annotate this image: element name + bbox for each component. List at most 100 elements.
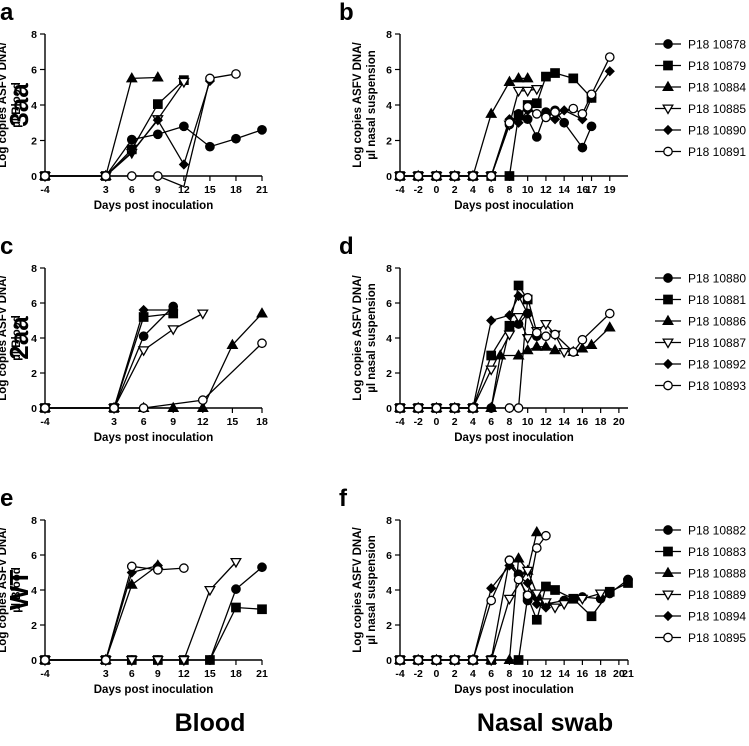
marker-circle-open [109, 403, 119, 413]
marker-triangle-down [530, 589, 543, 600]
series-p18-10880 [40, 301, 179, 413]
series-line [400, 582, 629, 661]
marker-square [513, 280, 524, 291]
panel-letter-d: d [339, 233, 354, 260]
marker-circle [663, 39, 673, 49]
marker-triangle [662, 80, 674, 92]
marker-triangle [256, 307, 268, 318]
y-axis-label-line: µl Blood [11, 82, 23, 128]
series-line [400, 283, 529, 409]
series-p18-10886 [39, 307, 268, 413]
marker-circle-open [522, 101, 533, 112]
marker-circle [559, 117, 570, 128]
y-tick-label: 8 [386, 29, 392, 41]
x-tick-label: -2 [414, 416, 423, 428]
x-tick-label: 18 [230, 184, 242, 196]
marker-circle-open [550, 107, 560, 117]
x-tick-label: 8 [507, 668, 513, 680]
x-tick-label: 16 [577, 416, 589, 428]
series-p18-10892 [394, 290, 533, 414]
x-tick-label: 6 [129, 668, 135, 680]
marker-square [541, 581, 551, 592]
marker-diamond [662, 358, 674, 370]
marker-circle-open [541, 112, 551, 123]
x-axis-label: Days post inoculation [94, 684, 214, 696]
x-tick-label: 10 [522, 184, 534, 196]
panel-letter-a: a [0, 0, 14, 26]
y-tick-label: 4 [386, 333, 392, 345]
x-tick-label: -4 [395, 416, 404, 428]
marker-circle-open [126, 171, 137, 181]
marker-diamond [486, 315, 497, 326]
y-tick-label: 4 [386, 585, 392, 597]
x-tick-label: 6 [129, 184, 135, 196]
series-p18-10894 [39, 560, 163, 666]
marker-square [568, 73, 579, 84]
marker-triangle-down [539, 319, 552, 331]
marker-circle-open [152, 171, 163, 181]
x-tick-label: 9 [155, 184, 161, 196]
x-axis-label: Days post inoculation [454, 200, 574, 212]
marker-triangle-down [230, 557, 242, 569]
y-axis-label-line: µl nasal suspension [366, 50, 378, 160]
column-title-nasal-swab: Nasal swab [477, 709, 613, 737]
x-tick-label: 20 [613, 416, 625, 428]
x-tick-label: 0 [434, 668, 440, 680]
series-p18-10893 [395, 292, 615, 413]
series-line [400, 297, 611, 409]
y-axis-label: Log copies ASFV DNA/µl Blood [0, 526, 23, 652]
marker-square [663, 546, 673, 557]
series-p18-10878 [40, 121, 267, 181]
marker-triangle-down [662, 104, 674, 115]
marker-diamond [513, 290, 524, 302]
x-tick-label: 20 [613, 668, 625, 680]
y-axis-label-line: Log copies ASFV DNA/ [352, 526, 364, 652]
marker-triangle-down [151, 655, 164, 667]
marker-square [623, 578, 633, 588]
marker-circle-open [431, 171, 442, 181]
marker-circle-open [531, 543, 542, 553]
marker-triangle [549, 343, 561, 355]
marker-circle [663, 525, 673, 535]
x-tick-label: -4 [40, 184, 49, 196]
marker-triangle-down [549, 603, 561, 614]
x-tick-label: 18 [230, 668, 242, 680]
marker-diamond [126, 146, 137, 158]
marker-circle-open [522, 292, 533, 303]
x-tick-label: -2 [414, 184, 423, 196]
series-line [45, 566, 263, 661]
series-line [45, 564, 159, 661]
legend-entry: P18 10882 [688, 524, 746, 538]
marker-triangle [576, 342, 589, 353]
marker-triangle [125, 578, 138, 589]
marker-triangle-down [125, 655, 138, 667]
legend-panel-f: P18 10882 P18 10883 P18 10888 P18 10889 P18 … [655, 524, 746, 645]
marker-circle-open [431, 655, 442, 665]
marker-circle-open [604, 52, 615, 62]
marker-circle-open [413, 655, 424, 665]
legend-entry: P18 10890 [688, 124, 746, 138]
x-tick-label: 12 [178, 668, 190, 680]
y-tick-label: 8 [386, 515, 392, 527]
marker-triangle-down [662, 590, 674, 601]
series-p18-10881 [395, 280, 533, 413]
marker-circle-open [541, 530, 551, 541]
y-axis-label-line: Log copies ASFV DNA/ [352, 41, 364, 167]
marker-circle [126, 134, 137, 145]
x-tick-label: -2 [414, 668, 423, 680]
series-line [45, 306, 174, 409]
marker-circle [522, 114, 533, 125]
marker-circle [179, 121, 189, 132]
marker-triangle [125, 72, 138, 83]
x-tick-label: 0 [434, 184, 440, 196]
marker-circle-open [179, 563, 189, 573]
marker-circle-open [197, 395, 208, 405]
marker-triangle-down [662, 338, 674, 349]
marker-diamond [138, 304, 149, 316]
y-tick-label: 2 [386, 368, 392, 380]
x-tick-label: 0 [434, 416, 440, 428]
marker-diamond [604, 66, 615, 77]
panel-letter-c: c [0, 233, 13, 260]
marker-circle-open [468, 171, 478, 181]
